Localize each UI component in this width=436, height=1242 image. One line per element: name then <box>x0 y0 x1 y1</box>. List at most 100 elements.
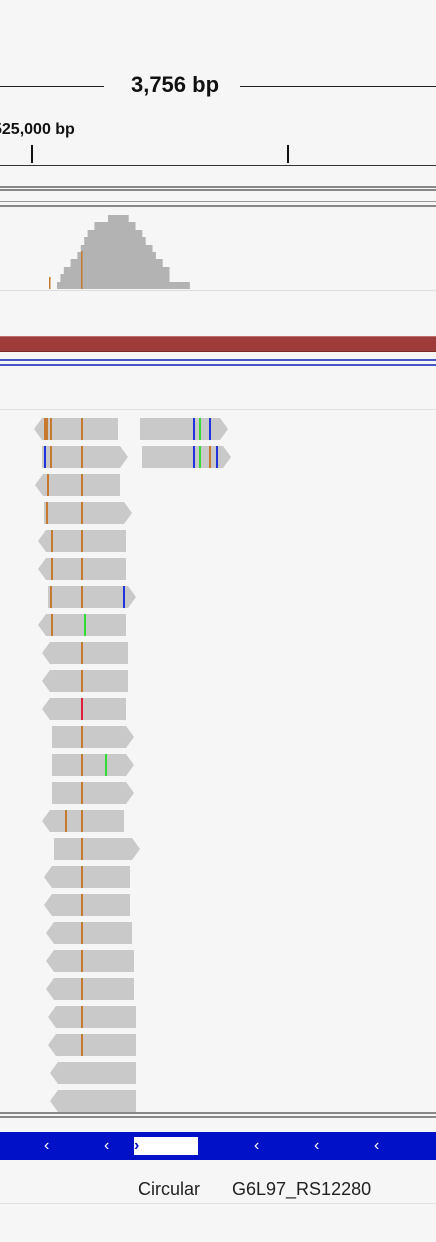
track-divider <box>0 201 436 202</box>
read-body <box>52 782 134 804</box>
mismatch-marker <box>199 418 201 440</box>
strand-chevron-icon: › <box>134 1137 140 1154</box>
coverage-bar <box>176 282 180 289</box>
coverage-bar <box>60 274 65 289</box>
read-alignment[interactable] <box>44 502 132 524</box>
coverage-bar <box>128 222 133 289</box>
gene-feature-track[interactable]: ‹ ‹ › ‹ ‹ ‹ <box>0 1132 436 1160</box>
read-alignment[interactable] <box>42 642 128 664</box>
coverage-bar <box>155 259 160 289</box>
coverage-bar <box>57 282 61 289</box>
read-alignment[interactable] <box>35 474 120 496</box>
read-alignment[interactable] <box>48 1034 136 1056</box>
ruler-span-line-left <box>0 86 104 87</box>
strand-chevron-icon: ‹ <box>314 1137 320 1154</box>
read-alignment[interactable] <box>42 446 128 468</box>
coverage-bar <box>165 267 170 289</box>
read-body <box>48 1006 136 1028</box>
mismatch-marker <box>81 1006 83 1028</box>
coverage-bar <box>186 282 190 289</box>
coverage-track[interactable] <box>0 205 436 290</box>
read-alignment[interactable] <box>42 810 124 832</box>
mismatch-marker <box>81 698 83 720</box>
mismatch-marker <box>81 978 83 1000</box>
mismatch-marker <box>81 418 83 440</box>
coverage-bar <box>114 215 119 289</box>
read-alignment[interactable] <box>50 1062 136 1084</box>
mismatch-marker <box>81 810 83 832</box>
feature-label-gene-id[interactable]: G6L97_RS12280 <box>232 1179 372 1199</box>
read-body <box>42 642 128 664</box>
coverage-bar <box>67 267 71 289</box>
read-alignment[interactable] <box>44 894 130 916</box>
ruler-span-label: 3,756 bp <box>130 72 220 97</box>
mismatch-marker <box>193 418 195 440</box>
coverage-bar <box>111 215 116 289</box>
mismatch-marker <box>81 866 83 888</box>
mismatch-marker <box>209 446 211 468</box>
mismatch-marker <box>81 726 83 748</box>
mismatch-marker <box>81 950 83 972</box>
read-body <box>46 922 132 944</box>
ruler-span-line-right <box>240 86 436 87</box>
read-alignment[interactable] <box>34 418 118 440</box>
mismatch-marker <box>81 446 83 468</box>
feature-label-circular[interactable]: Circular <box>138 1179 201 1199</box>
mismatch-marker <box>51 558 53 580</box>
read-alignment[interactable] <box>52 754 134 776</box>
mismatch-marker <box>81 894 83 916</box>
read-body <box>46 978 134 1000</box>
coverage-bar <box>131 222 136 289</box>
read-alignment[interactable] <box>38 530 126 552</box>
mismatch-marker <box>81 502 83 524</box>
read-alignment[interactable] <box>54 838 140 860</box>
track-divider <box>0 409 436 410</box>
coverage-bar <box>74 259 78 289</box>
read-alignment[interactable] <box>142 446 231 468</box>
coverage-bar <box>87 230 92 289</box>
read-alignment[interactable] <box>50 1090 136 1112</box>
read-alignment[interactable] <box>42 698 126 720</box>
read-alignment[interactable] <box>52 782 134 804</box>
read-body <box>44 866 130 888</box>
read-alignment[interactable] <box>46 922 132 944</box>
read-alignment[interactable] <box>46 978 134 1000</box>
coverage-bar <box>145 245 150 289</box>
read-body <box>35 474 120 496</box>
read-alignment[interactable] <box>48 586 136 608</box>
read-body <box>48 586 136 608</box>
mismatch-marker <box>123 586 125 608</box>
mismatch-marker <box>81 782 83 804</box>
read-body <box>142 446 231 468</box>
read-body <box>34 418 118 440</box>
coverage-bar <box>172 282 177 289</box>
read-alignment[interactable] <box>140 418 228 440</box>
red-feature-track[interactable] <box>0 336 436 352</box>
mismatch-marker <box>81 838 83 860</box>
alignment-track[interactable] <box>0 410 436 1115</box>
read-alignment[interactable] <box>44 866 130 888</box>
read-alignment[interactable] <box>38 558 126 580</box>
track-divider <box>0 189 436 191</box>
read-alignment[interactable] <box>42 670 128 692</box>
blue-feature-line <box>0 364 436 366</box>
coverage-bar <box>101 222 105 289</box>
mismatch-marker <box>193 446 195 468</box>
coverage-bar <box>179 282 184 289</box>
track-divider <box>0 1112 436 1114</box>
mismatch-marker <box>81 530 83 552</box>
mismatch-marker <box>50 418 52 440</box>
read-alignment[interactable] <box>48 1006 136 1028</box>
read-body <box>52 726 134 748</box>
read-body <box>54 838 140 860</box>
read-alignment[interactable] <box>38 614 126 636</box>
read-alignment[interactable] <box>46 950 134 972</box>
coverage-bar <box>142 237 146 289</box>
coverage-mismatch-marker <box>49 277 51 289</box>
read-alignment[interactable] <box>52 726 134 748</box>
mismatch-marker <box>105 754 107 776</box>
coverage-bar <box>97 222 102 289</box>
read-body <box>52 754 134 776</box>
gene-gap <box>132 1137 198 1155</box>
coverage-baseline <box>0 290 436 291</box>
